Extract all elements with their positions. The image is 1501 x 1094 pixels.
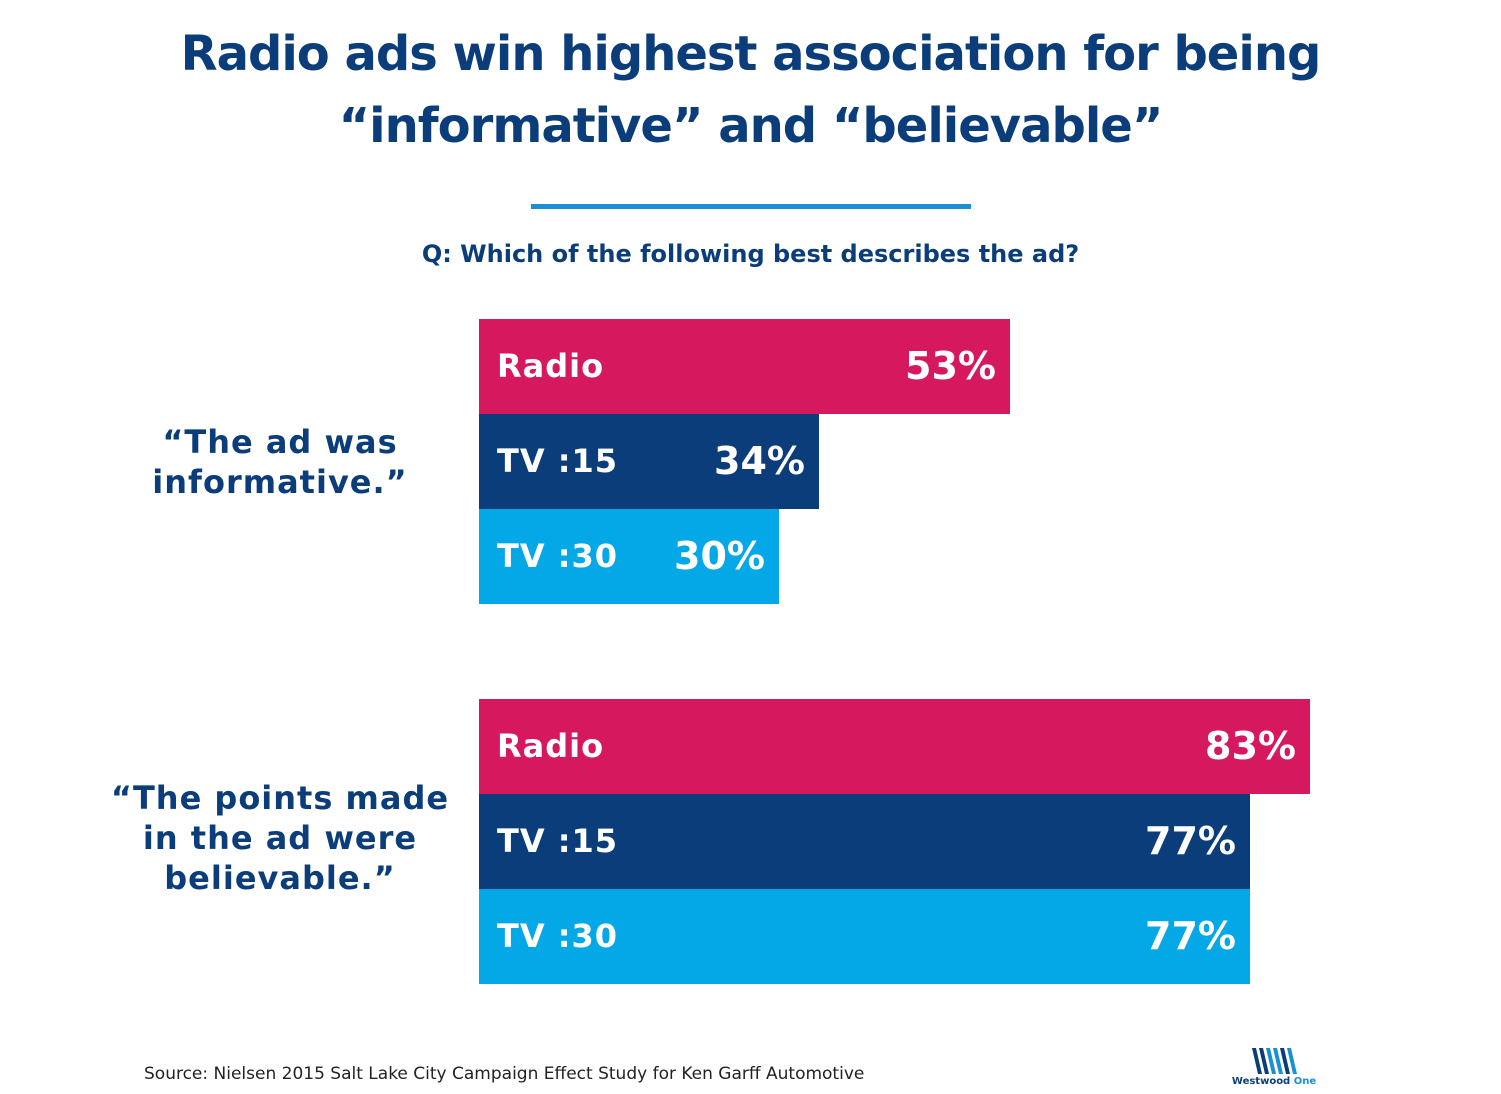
group-label-line: “The ad was bbox=[162, 423, 398, 461]
bar-value-label: 53% bbox=[905, 344, 996, 388]
westwood-one-logo-text: Westwood One bbox=[1226, 1076, 1322, 1088]
westwood-one-logo: Westwood One bbox=[1226, 1046, 1322, 1090]
group-label-line: informative.” bbox=[152, 463, 408, 501]
westwood-one-logo-mark bbox=[1252, 1048, 1297, 1074]
survey-question: Q: Which of the following best describes… bbox=[421, 240, 1080, 268]
bar-category-label: TV :15 bbox=[497, 442, 619, 480]
bar-category-label: TV :15 bbox=[497, 822, 619, 860]
bar-category-label: Radio bbox=[497, 727, 605, 765]
group-label-line: believable.” bbox=[164, 859, 396, 897]
logo-word-westwood: Westwood bbox=[1231, 1076, 1291, 1087]
group-label-2: “The points made in the ad were believable… bbox=[60, 778, 500, 898]
source-note: Source: Nielsen 2015 Salt Lake City Camp… bbox=[144, 1064, 865, 1084]
chart-title: Radio ads win highest association for be… bbox=[0, 18, 1501, 162]
bar-tv-15: TV :15 34% bbox=[479, 414, 819, 509]
bar-category-label: TV :30 bbox=[497, 917, 619, 955]
group-label-line: “The points made bbox=[110, 779, 450, 817]
bar-value-label: 83% bbox=[1205, 724, 1296, 768]
bar-radio: Radio 53% bbox=[479, 319, 1010, 414]
group-label-1: “The ad was informative.” bbox=[60, 422, 500, 502]
chart-title-line-2: “informative” and “believable” bbox=[338, 98, 1164, 154]
bar-radio: Radio 83% bbox=[479, 699, 1310, 794]
chart-title-line-1: Radio ads win highest association for be… bbox=[180, 26, 1322, 82]
bar-value-label: 30% bbox=[674, 534, 765, 578]
logo-word-one: One bbox=[1293, 1076, 1317, 1087]
bar-value-label: 77% bbox=[1145, 914, 1236, 958]
bar-tv-30: TV :30 30% bbox=[479, 509, 779, 604]
title-divider bbox=[531, 204, 971, 209]
bar-category-label: Radio bbox=[497, 347, 605, 385]
bar-value-label: 77% bbox=[1145, 819, 1236, 863]
bar-tv-30: TV :30 77% bbox=[479, 889, 1250, 984]
bar-value-label: 34% bbox=[714, 439, 805, 483]
bar-category-label: TV :30 bbox=[497, 537, 619, 575]
bar-tv-15: TV :15 77% bbox=[479, 794, 1250, 889]
group-label-line: in the ad were bbox=[142, 819, 418, 857]
